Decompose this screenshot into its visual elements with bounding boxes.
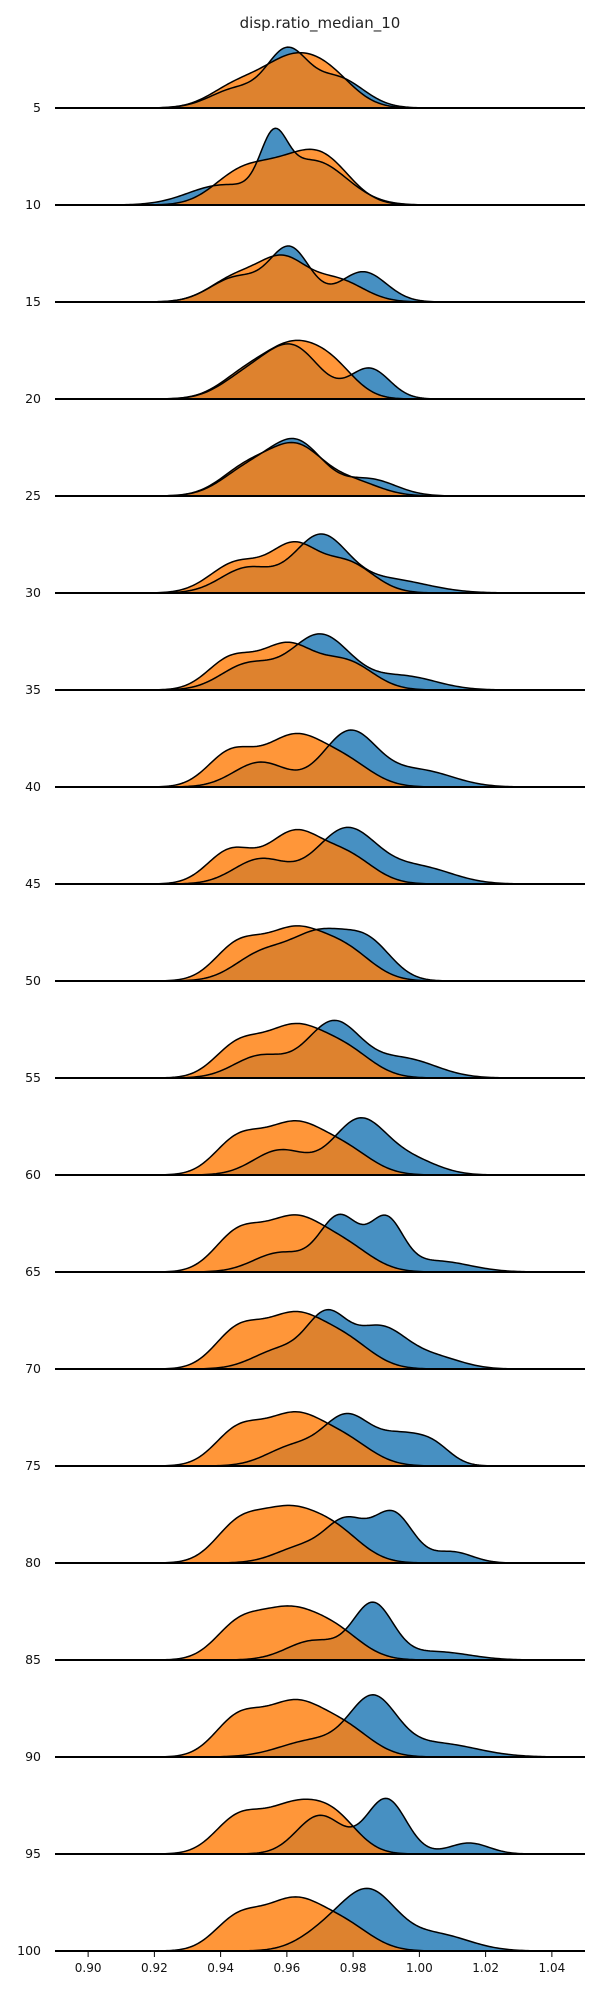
ridge-75: 75 xyxy=(25,1411,585,1473)
ridge-95-orange-area xyxy=(55,1799,585,1854)
ridge-label: 5 xyxy=(33,100,41,115)
x-tick-label: 1.02 xyxy=(472,1961,499,1975)
x-tick-label: 0.98 xyxy=(340,1961,367,1975)
x-tick-label: 1.00 xyxy=(406,1961,433,1975)
ridge-45: 45 xyxy=(25,826,585,891)
ridge-35-orange-area xyxy=(55,642,585,690)
ridge-label: 40 xyxy=(25,779,41,794)
ridge-60: 60 xyxy=(25,1117,585,1182)
ridge-55-orange-area xyxy=(55,1023,585,1078)
ridge-10: 10 xyxy=(25,127,585,212)
chart-title: disp.ratio_median_10 xyxy=(240,14,401,33)
ridge-85: 85 xyxy=(25,1601,585,1667)
ridge-30: 30 xyxy=(25,533,585,600)
ridge-25-orange-area xyxy=(55,442,585,496)
ridge-90-orange-area xyxy=(55,1699,585,1757)
ridge-30-orange-area xyxy=(55,541,585,593)
ridge-40: 40 xyxy=(25,729,585,794)
x-axis: 0.90 0.92 0.94 0.96 0.98 1.00 1.02 1.04 xyxy=(75,1952,565,1975)
ridge-20: 20 xyxy=(25,339,585,406)
ridge-label: 65 xyxy=(25,1264,41,1279)
ridge-75-orange-area xyxy=(55,1411,585,1466)
ridge-65: 65 xyxy=(25,1213,585,1279)
ridge-label: 20 xyxy=(25,391,41,406)
ridge-5-orange-area xyxy=(55,52,585,108)
ridge-60-orange-area xyxy=(55,1120,585,1175)
x-tick-label: 0.90 xyxy=(75,1961,102,1975)
ridge-50-orange-area xyxy=(55,925,585,981)
ridge-55: 55 xyxy=(25,1019,585,1085)
ridge-65-orange-area xyxy=(55,1214,585,1272)
ridge-100-orange-area xyxy=(55,1896,585,1951)
ridge-80: 80 xyxy=(25,1504,585,1570)
ridge-label: 80 xyxy=(25,1555,41,1570)
x-tick-label: 0.92 xyxy=(141,1961,168,1975)
ridge-20-orange-area xyxy=(55,340,585,399)
ridge-85-orange-area xyxy=(55,1605,585,1660)
ridge-label: 45 xyxy=(25,876,41,891)
ridges-group: 5 10 15 20 25 30 35 40 45 50 55 60 65 70 75 80 85 90 95 100 xyxy=(17,46,585,1958)
ridge-label: 95 xyxy=(25,1846,41,1861)
ridge-10-orange-area xyxy=(55,149,585,205)
ridge-70-orange-area xyxy=(55,1311,585,1369)
ridge-70: 70 xyxy=(25,1308,585,1376)
ridge-label: 90 xyxy=(25,1749,41,1764)
ridge-label: 15 xyxy=(25,294,41,309)
ridge-25: 25 xyxy=(25,437,585,503)
ridge-5: 5 xyxy=(33,46,585,115)
ridge-45-orange-area xyxy=(55,829,585,884)
ridge-label: 35 xyxy=(25,682,41,697)
ridge-95: 95 xyxy=(25,1797,585,1861)
x-tick-label: 0.96 xyxy=(274,1961,301,1975)
ridge-label: 75 xyxy=(25,1458,41,1473)
ridge-label: 10 xyxy=(25,197,41,212)
x-tick-label: 0.94 xyxy=(207,1961,234,1975)
ridge-label: 70 xyxy=(25,1361,41,1376)
ridge-label: 25 xyxy=(25,488,41,503)
ridge-label: 50 xyxy=(25,973,41,988)
ridge-90: 90 xyxy=(25,1694,585,1764)
ridge-50: 50 xyxy=(25,925,585,988)
ridge-40-orange-area xyxy=(55,733,585,787)
ridge-label: 55 xyxy=(25,1070,41,1085)
ridge-15: 15 xyxy=(25,245,585,309)
x-tick-label: 1.04 xyxy=(539,1961,566,1975)
ridge-35: 35 xyxy=(25,633,585,697)
ridge-label: 85 xyxy=(25,1652,41,1667)
ridge-label: 60 xyxy=(25,1167,41,1182)
ridge-100: 100 xyxy=(17,1887,585,1958)
ridge-label: 30 xyxy=(25,585,41,600)
ridge-label: 100 xyxy=(17,1943,41,1958)
